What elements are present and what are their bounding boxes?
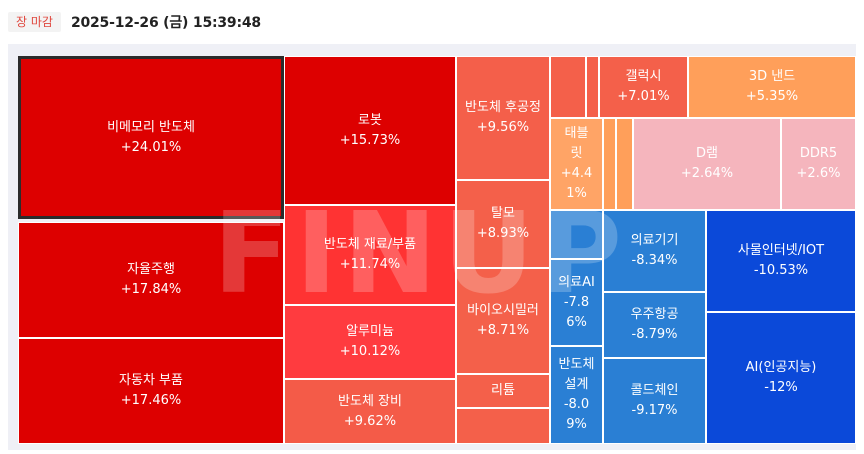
tile-자동차-부품[interactable]: 자동차 부품 +17.46% (18, 338, 284, 444)
tile-label: 태블 (564, 126, 589, 141)
tile-label: 갤럭시 (625, 69, 662, 84)
tile-value: +10.12% (339, 344, 401, 359)
tile-value: -8.34% (631, 253, 678, 268)
tile-label: 반도체 재료/부품 (323, 237, 417, 252)
tile-AI(인공지능)[interactable]: AI(인공지능) -12% (706, 312, 856, 444)
tile-반도체-장비[interactable]: 반도체 장비 +9.62% (284, 379, 456, 444)
tile-label: 리튬 (491, 383, 515, 398)
tile-콜드체인[interactable]: 콜드체인 -9.17% (603, 358, 706, 444)
tile-value: +8.71% (476, 323, 530, 338)
tile-의료AI[interactable]: 의료AI -7.8 6% (550, 259, 603, 346)
tile-unlabeled-13[interactable] (586, 56, 599, 118)
tile-label: AI(인공지능) (745, 360, 817, 375)
tile-우주항공[interactable]: 우주항공 -8.79% (603, 292, 706, 358)
tile-label: 사물인터넷/IOT (737, 243, 825, 258)
tile-unlabeled-18[interactable] (603, 118, 616, 210)
tile-label: 알루미늄 (346, 324, 394, 339)
tile-알루미늄[interactable]: 알루미늄 +10.12% (284, 305, 456, 379)
tile-label: 로봇 (358, 112, 382, 128)
tile-label: DDR5 (799, 146, 838, 161)
tile-value: +2.6% (796, 166, 841, 181)
tile-unlabeled-11[interactable] (456, 408, 550, 444)
tile-value: -8.79% (631, 327, 678, 342)
tile-비메모리-반도체[interactable]: 비메모리 반도체 +24.01% (18, 56, 284, 219)
timestamp: 2025-12-26 (금) 15:39:48 (70, 15, 261, 31)
tile-value: 6% (566, 314, 587, 330)
tile-D램[interactable]: D램 +2.64% (633, 118, 781, 210)
tile-unlabeled-22[interactable] (550, 210, 603, 259)
tile-value: +17.46% (120, 393, 182, 408)
tile-value: +2.64% (680, 166, 734, 181)
tile-label: 릿 (570, 146, 583, 161)
tile-3D-낸드[interactable]: 3D 낸드 +5.35% (688, 56, 856, 118)
tile-value: -10.53% (753, 263, 809, 278)
tile-value: +7.01% (617, 89, 670, 104)
tile-value: -9.17% (631, 403, 678, 418)
tile-반도체-후공정[interactable]: 반도체 후공정 +9.56% (456, 56, 550, 180)
tile-value: +17.84% (120, 282, 182, 297)
tile-value: +11.74% (339, 257, 401, 272)
tile-label: 반도체 후공정 (465, 100, 541, 115)
tile-unlabeled-19[interactable] (616, 118, 633, 210)
tile-value: +4.4 (560, 166, 593, 181)
tile-label: 3D 낸드 (748, 69, 796, 84)
tile-value: +9.56% (476, 120, 530, 135)
tile-label: 의료기기 (630, 233, 679, 248)
tile-label: 설계 (564, 377, 589, 392)
tile-탈모[interactable]: 탈모 +8.93% (456, 180, 550, 268)
tile-value: 1% (566, 186, 587, 201)
tile-label: 바이오시밀러 (467, 303, 539, 318)
tile-로봇[interactable]: 로봇 +15.73% (284, 56, 456, 205)
tile-value: +24.01% (120, 139, 182, 155)
tile-value: -12% (764, 380, 798, 395)
tile-DDR5[interactable]: DDR5 +2.6% (781, 118, 856, 210)
header: 장 마감 2025-12-26 (금) 15:39:48 (8, 11, 261, 33)
market-closed-badge: 장 마감 (8, 12, 61, 32)
tile-label: 반도체 (558, 357, 595, 372)
tile-label: 반도체 장비 (338, 393, 402, 409)
tile-value: -7.8 (563, 294, 590, 310)
tile-label: 콜드체인 (630, 383, 679, 398)
tile-반도체-재료/부품[interactable]: 반도체 재료/부품 +11.74% (284, 205, 456, 305)
tile-label: 자동차 부품 (119, 373, 183, 388)
tile-리튬[interactable]: 리튬 (456, 374, 550, 408)
tile-label: D램 (696, 146, 718, 161)
tile-label: 탈모 (491, 206, 515, 221)
tile-label: 비메모리 반도체 (107, 119, 195, 135)
tile-unlabeled-12[interactable] (550, 56, 586, 118)
treemap-panel: 비메모리 반도체 +24.01% 자율주행 +17.84% 자동차 부품 +17.46% 로… (8, 44, 856, 450)
tile-value: -8.0 (563, 397, 590, 412)
tile-label: 의료AI (558, 274, 595, 290)
tile-바이오시밀러[interactable]: 바이오시밀러 +8.71% (456, 268, 550, 374)
tile-사물인터넷/IOT[interactable]: 사물인터넷/IOT -10.53% (706, 210, 856, 312)
tile-value: +5.35% (745, 89, 799, 104)
tile-의료기기[interactable]: 의료기기 -8.34% (603, 210, 706, 292)
tile-label: 우주항공 (630, 307, 679, 322)
tile-value: 9% (566, 417, 587, 432)
tile-label: 자율주행 (127, 262, 175, 277)
tile-자율주행[interactable]: 자율주행 +17.84% (18, 222, 284, 338)
tile-갤럭시[interactable]: 갤럭시 +7.01% (599, 56, 688, 118)
tile-value: +8.93% (476, 226, 530, 241)
tile-value: +15.73% (339, 132, 401, 148)
treemap: 비메모리 반도체 +24.01% 자율주행 +17.84% 자동차 부품 +17.46% 로… (8, 44, 856, 450)
tile-value: +9.62% (343, 413, 397, 429)
